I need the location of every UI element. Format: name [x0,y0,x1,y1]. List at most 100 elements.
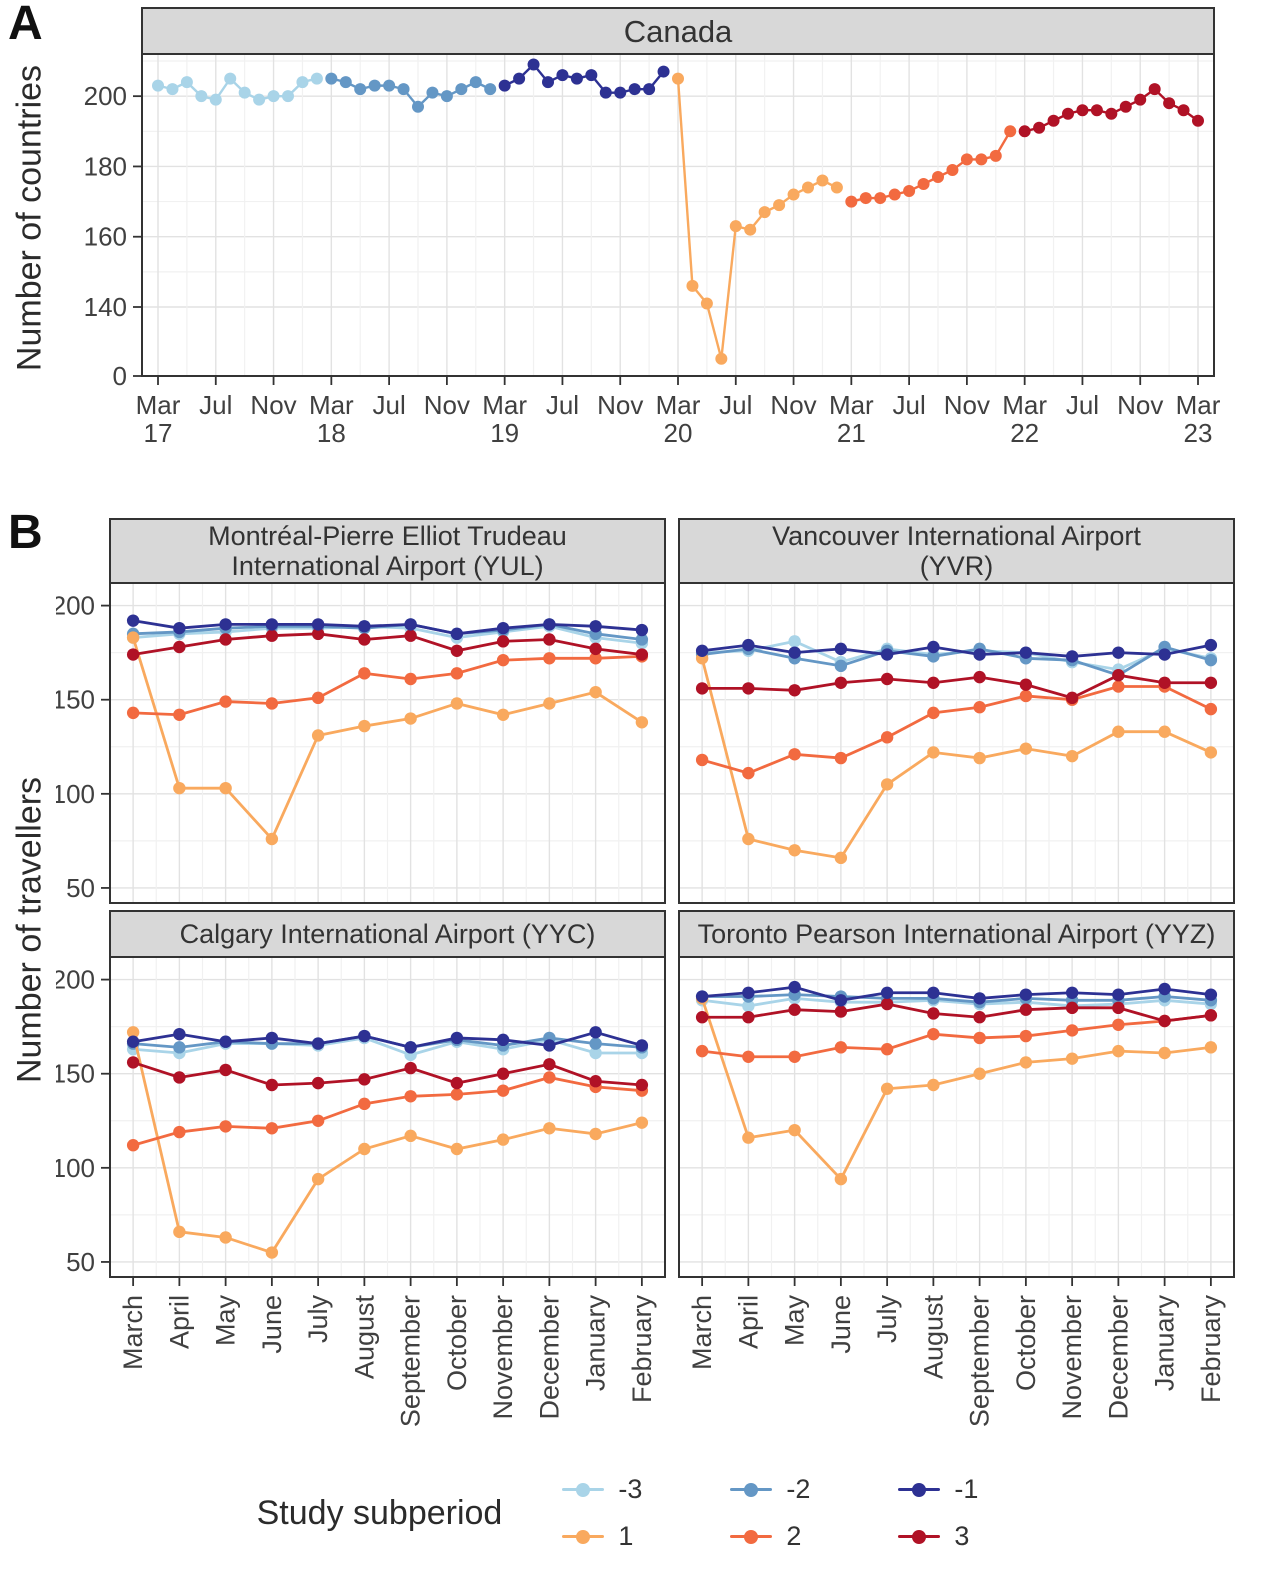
svg-text:17: 17 [144,418,173,448]
svg-text:180: 180 [84,151,127,181]
svg-text:150: 150 [56,685,95,715]
svg-text:21: 21 [837,418,866,448]
facet-YUL-series-3 [126,627,649,661]
facet-strip-YVR [678,518,1235,584]
svg-text:Vancouver International Airpor: Vancouver International Airport [772,521,1141,551]
facet-border-YUL [109,582,666,904]
panel-a-series--2 [325,72,497,113]
svg-text:November: November [488,1295,518,1420]
svg-text:(YVR): (YVR) [920,551,994,581]
svg-text:June: June [257,1295,287,1354]
facet-YYZ-series--1 [695,980,1218,1007]
svg-text:200: 200 [56,591,95,621]
svg-text:50: 50 [66,1247,95,1277]
svg-text:Jul: Jul [719,390,752,420]
legend-key-icon [730,1528,773,1546]
figure: A Number of countries Canada 0 140 160 180 20… [0,0,1275,1552]
svg-text:Mar: Mar [829,390,874,420]
facet-border-YVR [678,582,1235,904]
svg-text:May: May [780,1295,810,1347]
svg-text:150: 150 [56,1059,95,1089]
panel-a-strip [141,7,1215,55]
legend-items: -3 -2 -1 1 2 3 [562,1474,1018,1552]
svg-text:Jul: Jul [1066,390,1099,420]
panel-a-section: A Number of countries Canada 0 140 160 180 20… [0,0,1275,453]
legend-key-icon [898,1528,941,1546]
svg-text:Nov: Nov [597,390,643,420]
svg-text:December: December [1103,1295,1133,1420]
facet-border-YYZ [678,956,1235,1278]
legend-key-icon [562,1528,605,1546]
svg-text:December: December [534,1295,564,1420]
panel-a-series--3 [152,72,323,106]
facet-YYC-series-1 [126,1026,649,1259]
svg-text:September: September [396,1295,426,1427]
legend: Study subperiod -3 -2 -1 1 2 3 [0,1474,1275,1552]
legend-label: -1 [954,1474,979,1504]
svg-text:May: May [211,1295,241,1347]
svg-text:October: October [1011,1295,1041,1391]
facet-strip-YYZ [678,910,1235,958]
legend-label: 3 [954,1521,970,1551]
svg-text:April: April [164,1295,194,1349]
panel-a-series-3 [1018,83,1204,138]
facet-YUL: Montréal-Pierre Elliot TrudeauInternatio… [52,518,666,904]
svg-text:March: March [118,1295,148,1370]
svg-text:International Airport (YUL): International Airport (YUL) [231,551,543,581]
panel-a-strip-title: Canada [624,14,733,49]
panel-a-y-axis-title: Number of countries [10,64,49,372]
svg-text:22: 22 [1010,418,1039,448]
svg-text:Jul: Jul [199,390,232,420]
legend-item-3: 3 [898,1521,1018,1552]
facet-YYZ-series-3 [695,997,1218,1028]
facet-YVR: Vancouver International Airport(YVR) [678,518,1235,904]
svg-text:Montréal-Pierre Elliot Trudeau: Montréal-Pierre Elliot Trudeau [208,521,567,551]
svg-text:March: March [687,1295,717,1370]
legend-label: 2 [786,1521,802,1551]
svg-text:Jul: Jul [372,390,405,420]
svg-text:Jul: Jul [546,390,579,420]
svg-text:Mar: Mar [309,390,354,420]
legend-label: 1 [618,1521,634,1551]
panel-a-series--1 [498,58,670,99]
panel-a-series-1 [672,72,843,365]
svg-text:October: October [442,1295,472,1391]
svg-text:140: 140 [84,292,127,322]
panel-b-letter: B [8,506,43,559]
facet-YUL-series-1 [126,631,649,846]
svg-text:August: August [349,1295,379,1380]
svg-text:July: July [303,1295,333,1344]
svg-text:Mar: Mar [1002,390,1047,420]
svg-text:November: November [1057,1295,1087,1420]
svg-text:April: April [733,1295,763,1349]
svg-text:200: 200 [56,965,95,995]
svg-text:Mar: Mar [482,390,527,420]
svg-text:23: 23 [1184,418,1213,448]
svg-text:Jul: Jul [892,390,925,420]
facet-YUL-series-2 [126,650,649,721]
svg-text:Toronto Pearson International: Toronto Pearson International Airport (Y… [698,919,1216,949]
legend-key-icon [898,1481,941,1499]
panel-a-series-2 [845,125,1017,208]
legend-label: -2 [786,1474,811,1504]
legend-item--2: -2 [730,1474,850,1505]
legend-label: -3 [618,1474,643,1504]
svg-text:January: January [581,1295,611,1392]
svg-text:June: June [826,1295,856,1354]
svg-text:January: January [1150,1295,1180,1392]
svg-text:160: 160 [84,222,127,252]
svg-text:Calgary International Airport: Calgary International Airport (YYC) [180,919,596,949]
svg-text:Nov: Nov [944,390,990,420]
panel-b-y-axis-title: Number of travellers [10,776,49,1084]
facet-YYZ-series-1 [695,992,1218,1186]
svg-text:100: 100 [56,779,95,809]
svg-text:Nov: Nov [424,390,470,420]
legend-key-icon [562,1481,605,1499]
legend-item--3: -3 [562,1474,682,1505]
svg-text:0: 0 [113,361,127,391]
facet-strip-YUL [109,518,666,584]
svg-text:100: 100 [56,1153,95,1183]
svg-text:July: July [872,1295,902,1344]
legend-item--1: -1 [898,1474,1018,1505]
